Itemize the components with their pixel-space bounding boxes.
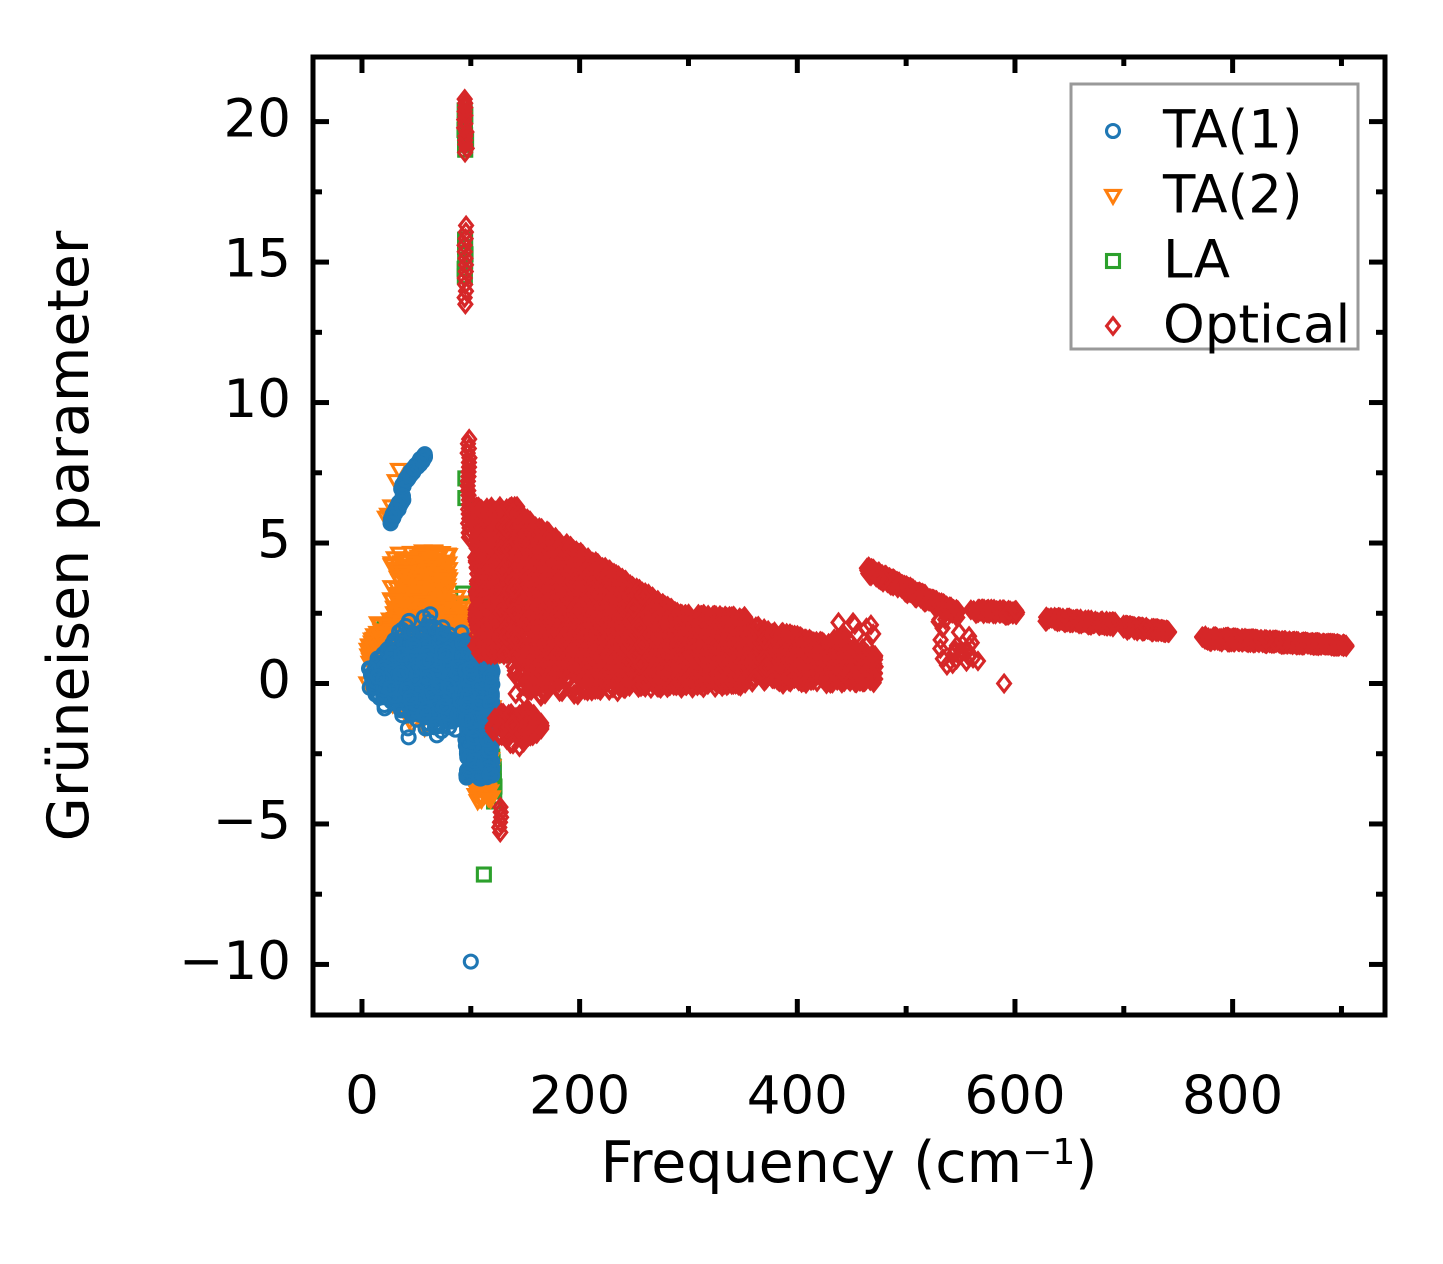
series-optical	[455, 88, 1355, 844]
legend-item-optical[interactable]: Optical	[1104, 295, 1351, 356]
y-tick-label: −10	[179, 931, 291, 992]
x-axis-title: Frequency (cm−1)	[600, 1130, 1097, 1196]
axis-tick-labels-layer: 0 200 400 600 800 −10 −5 0 5 10 15 20	[179, 88, 1283, 1126]
series-ta1	[360, 446, 501, 970]
data-points-layer	[357, 88, 1355, 970]
legend-label-ta1: TA(1)	[1162, 100, 1303, 161]
y-tick-label: 10	[224, 369, 291, 430]
y-tick-label: 15	[224, 229, 291, 290]
legend-marker-ta2-icon	[1103, 188, 1123, 207]
y-tick-label: 20	[224, 88, 291, 149]
x-tick-label: 200	[529, 1065, 630, 1126]
legend-item-ta1[interactable]: TA(1)	[1104, 100, 1303, 161]
y-tick-label: −5	[213, 791, 291, 852]
legend-label-la: LA	[1163, 230, 1230, 291]
legend-marker-la-icon	[1104, 252, 1122, 270]
plot-frame	[310, 54, 1388, 1018]
x-tick-label: 800	[1182, 1065, 1283, 1126]
y-axis-title: Grüneisen parameter	[36, 230, 102, 841]
axes-frame	[310, 54, 1388, 1018]
legend-item-ta2[interactable]: TA(2)	[1103, 165, 1303, 226]
legend-marker-optical-icon	[1104, 315, 1122, 337]
axis-ticks-layer	[313, 57, 1385, 1015]
y-tick-label: 0	[257, 650, 291, 711]
y-tick-label: 5	[257, 510, 291, 571]
legend-label-optical: Optical	[1163, 295, 1350, 356]
x-tick-label: 0	[345, 1065, 379, 1126]
legend-label-ta2: TA(2)	[1162, 165, 1303, 226]
legend-item-la[interactable]: LA	[1104, 230, 1231, 291]
x-tick-label: 600	[964, 1065, 1065, 1126]
legend-marker-ta1-icon	[1104, 122, 1122, 140]
x-tick-label: 400	[747, 1065, 848, 1126]
